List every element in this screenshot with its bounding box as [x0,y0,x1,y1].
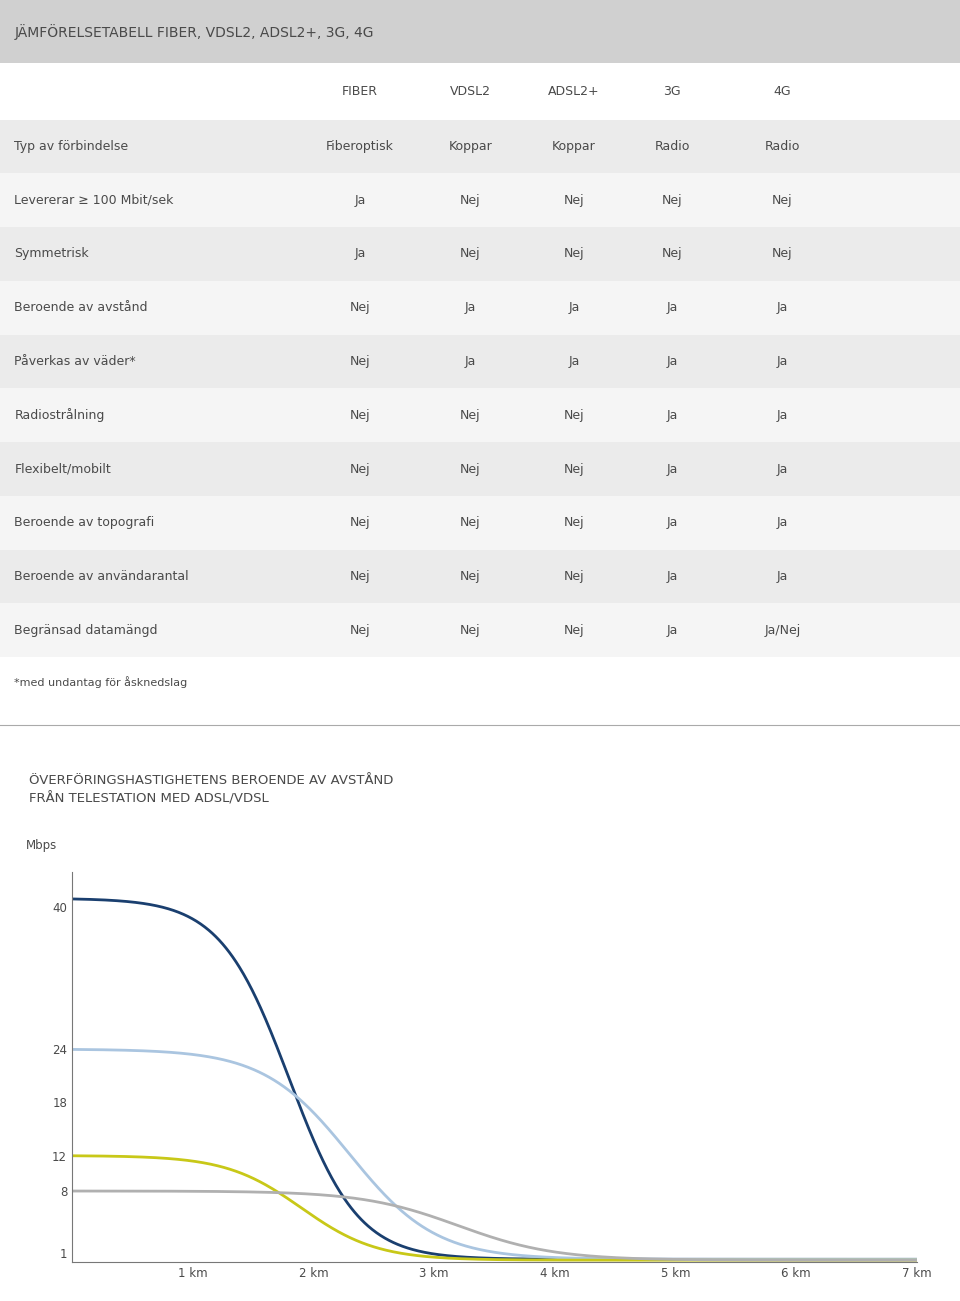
Text: Beroende av avstånd: Beroende av avstånd [14,302,148,315]
Text: Radio: Radio [655,141,689,154]
Text: Ja: Ja [666,570,678,583]
Text: 4G: 4G [774,85,791,98]
Bar [0,550,960,604]
Text: Koppar: Koppar [552,141,596,154]
Text: Nej: Nej [460,570,481,583]
Text: Begränsad datamängd: Begränsad datamängd [14,624,157,637]
Text: Nej: Nej [349,355,371,368]
Text: Ja: Ja [777,516,788,530]
Bar [0,173,960,228]
Text: Ja: Ja [465,302,476,315]
Text: Ja: Ja [777,570,788,583]
Text: Ja: Ja [777,355,788,368]
Text: Beroende av topografi: Beroende av topografi [14,516,155,530]
Bar [0,334,960,389]
Text: JÄMFÖRELSETABELL FIBER, VDSL2, ADSL2+, 3G, 4G: JÄMFÖRELSETABELL FIBER, VDSL2, ADSL2+, 3… [14,23,373,40]
Text: Ja: Ja [666,409,678,422]
Text: Ja: Ja [777,302,788,315]
Text: Ja: Ja [465,355,476,368]
Text: Nej: Nej [564,463,585,476]
Bar [0,120,960,173]
Text: Ja: Ja [354,194,366,207]
Bar [0,496,960,550]
Text: Nej: Nej [460,516,481,530]
Text: Typ av förbindelse: Typ av förbindelse [14,141,129,154]
Text: Nej: Nej [349,302,371,315]
Text: Ja: Ja [777,463,788,476]
Text: Mbps: Mbps [26,839,57,852]
Bar [0,0,960,64]
Text: Ja: Ja [354,247,366,260]
Text: Nej: Nej [349,570,371,583]
Text: Radiostrålning: Radiostrålning [14,409,105,423]
Bar [0,228,960,281]
Text: ADSL2+: ADSL2+ [548,85,600,98]
Bar [0,389,960,442]
Text: *med undantag för åsknedslag: *med undantag för åsknedslag [14,677,187,688]
Text: ÖVERFÖRINGSHASTIGHETENS BEROENDE AV AVSTÅND
FRÅN TELESTATION MED ADSL/VDSL: ÖVERFÖRINGSHASTIGHETENS BEROENDE AV AVST… [29,774,394,805]
Text: Nej: Nej [349,516,371,530]
Text: VDSL2: VDSL2 [450,85,491,98]
Bar [0,442,960,496]
Text: Ja: Ja [666,516,678,530]
Text: Nej: Nej [460,409,481,422]
Text: 3G: 3G [663,85,681,98]
Text: Koppar: Koppar [448,141,492,154]
Text: Nej: Nej [460,247,481,260]
Text: Ja: Ja [666,302,678,315]
Bar [0,604,960,657]
Text: Nej: Nej [661,247,683,260]
Text: Påverkas av väder*: Påverkas av väder* [14,355,136,368]
Bar [0,281,960,334]
Text: Flexibelt/mobilt: Flexibelt/mobilt [14,463,111,476]
Text: Symmetrisk: Symmetrisk [14,247,89,260]
Text: Nej: Nej [460,463,481,476]
Text: Nej: Nej [564,194,585,207]
Text: Levererar ≥ 100 Mbit/sek: Levererar ≥ 100 Mbit/sek [14,194,174,207]
Text: Fiberoptisk: Fiberoptisk [326,141,394,154]
Text: Nej: Nej [564,247,585,260]
Text: Nej: Nej [564,624,585,637]
Text: Nej: Nej [661,194,683,207]
Text: Ja: Ja [666,624,678,637]
Text: Ja/Nej: Ja/Nej [764,624,801,637]
Bar [0,64,960,120]
Text: Nej: Nej [349,463,371,476]
Text: Nej: Nej [772,247,793,260]
Text: Nej: Nej [564,570,585,583]
Text: Radio: Radio [765,141,800,154]
Text: Nej: Nej [564,516,585,530]
Text: Ja: Ja [777,409,788,422]
Text: FIBER: FIBER [342,85,378,98]
Text: Ja: Ja [568,302,580,315]
Text: Nej: Nej [460,624,481,637]
Text: Ja: Ja [568,355,580,368]
Text: Nej: Nej [349,409,371,422]
Text: Ja: Ja [666,463,678,476]
Text: Beroende av användarantal: Beroende av användarantal [14,570,189,583]
Text: Nej: Nej [349,624,371,637]
Text: Ja: Ja [666,355,678,368]
Text: Nej: Nej [460,194,481,207]
Text: Nej: Nej [772,194,793,207]
Text: Nej: Nej [564,409,585,422]
